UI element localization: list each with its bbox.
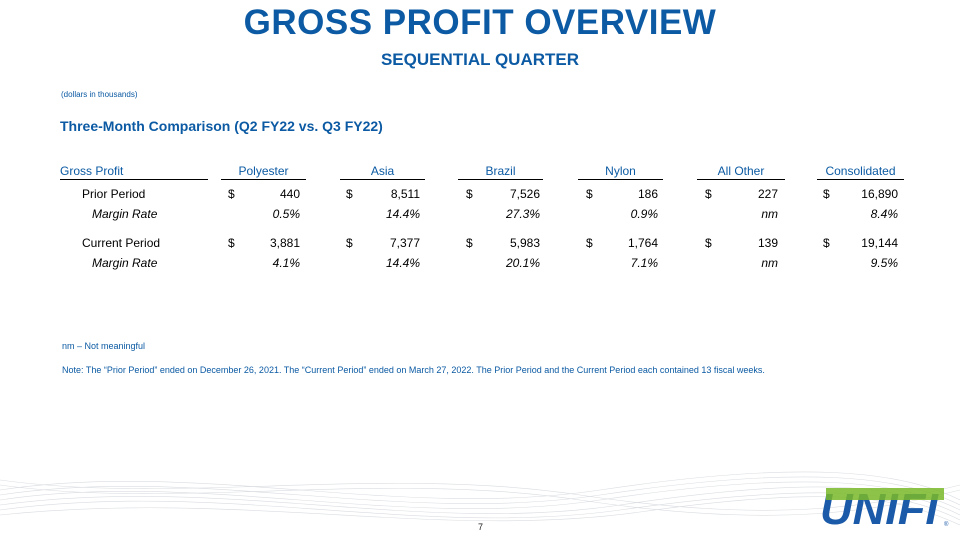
- table-cell: 14.4%: [385, 207, 420, 221]
- table-cell: 1,764: [627, 236, 658, 250]
- page-number: 7: [478, 522, 484, 532]
- dollar-sign: $: [228, 236, 235, 250]
- dollar-sign: $: [466, 187, 473, 201]
- table-cell: 8.4%: [870, 207, 898, 221]
- dollar-sign: $: [586, 236, 593, 250]
- dollar-sign: $: [228, 187, 235, 201]
- table-cell: 3,881: [269, 236, 300, 250]
- table-header-gross-profit: Gross Profit: [60, 164, 208, 180]
- dollar-sign: $: [586, 187, 593, 201]
- dollar-sign: $: [466, 236, 473, 250]
- table-cell: 14.4%: [385, 256, 420, 270]
- table-cell: 139: [757, 236, 778, 250]
- table-cell: 19,144: [861, 236, 898, 250]
- table-cell: 7,526: [509, 187, 540, 201]
- table-cell: 8,511: [390, 187, 420, 201]
- table-cell: 0.5%: [272, 207, 300, 221]
- table-cell: 440: [279, 187, 300, 201]
- dollar-sign: $: [705, 187, 712, 201]
- table-header-nylon: Nylon: [578, 164, 663, 180]
- table-row-label: Prior Period: [82, 187, 146, 201]
- dollar-sign: $: [705, 236, 712, 250]
- table-header-brazil: Brazil: [458, 164, 543, 180]
- dollar-sign: $: [346, 236, 353, 250]
- table-header-consolidated: Consolidated: [817, 164, 904, 180]
- table-cell: 7.1%: [630, 256, 658, 270]
- table-cell: nm: [761, 256, 778, 270]
- slide-title: GROSS PROFIT OVERVIEW: [243, 3, 717, 42]
- dollar-sign: $: [346, 187, 353, 201]
- table-cell: 20.1%: [505, 256, 540, 270]
- table-cell: 186: [637, 187, 658, 201]
- table-cell: 4.1%: [272, 256, 300, 270]
- unifi-logo: UNIFI ®: [820, 485, 949, 530]
- table-row-label: Margin Rate: [92, 207, 158, 221]
- table-cell: 7,377: [389, 236, 420, 250]
- section-title: Three-Month Comparison (Q2 FY22 vs. Q3 F…: [60, 118, 383, 134]
- table-header-all-other: All Other: [697, 164, 785, 180]
- svg-text:®: ®: [944, 521, 949, 528]
- table-row-label: Margin Rate: [92, 256, 158, 270]
- table-cell: 9.5%: [870, 256, 898, 270]
- dollar-sign: $: [823, 236, 830, 250]
- dollar-sign: $: [823, 187, 830, 201]
- table-cell: 227: [757, 187, 778, 201]
- table-cell: 5,983: [509, 236, 540, 250]
- footnote-note: Note: The “Prior Period” ended on Decemb…: [62, 365, 765, 375]
- table-row-label: Current Period: [82, 236, 161, 250]
- table-cell: 16,890: [861, 187, 898, 201]
- table-header-polyester: Polyester: [221, 164, 306, 180]
- table-cell: nm: [761, 207, 778, 221]
- slide-subtitle: SEQUENTIAL QUARTER: [380, 50, 580, 69]
- table-cell: 0.9%: [630, 207, 658, 221]
- table-header-asia: Asia: [340, 164, 425, 180]
- units-note: (dollars in thousands): [61, 90, 138, 99]
- decorative-swoosh: [0, 471, 960, 526]
- footnote-nm: nm – Not meaningful: [62, 341, 146, 351]
- table-cell: 27.3%: [505, 207, 540, 221]
